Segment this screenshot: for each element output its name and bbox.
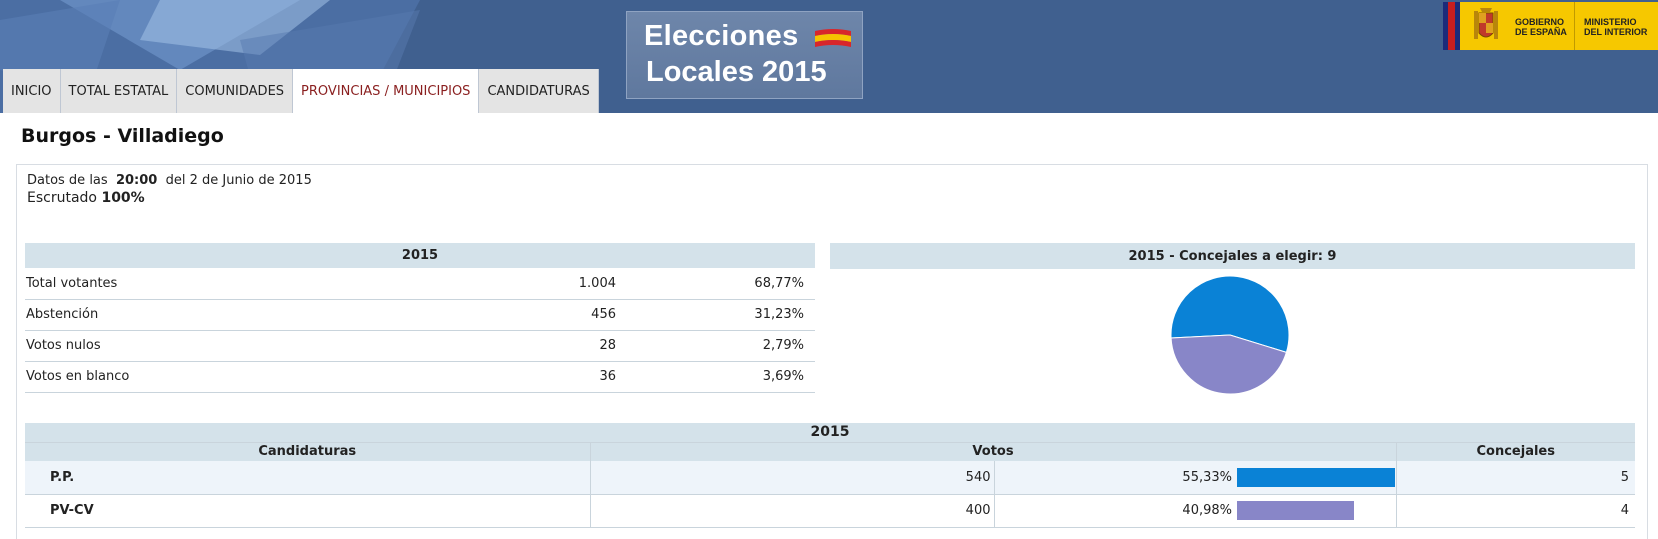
summary-row-total-votantes: Total votantes 1.004 68,77% — [25, 268, 815, 300]
scrutiny-value: 100% — [101, 190, 145, 206]
col-votos: Votos — [590, 441, 1397, 461]
scrutiny-label: Escrutado — [27, 190, 97, 206]
tab-inicio[interactable]: INICIO — [3, 69, 61, 113]
scrutiny-status: Escrutado 100% — [27, 190, 145, 206]
data-timestamp: Datos de las 20:00 del 2 de Junio de 201… — [27, 173, 312, 188]
pie-slice-pv-cv[interactable] — [1170, 334, 1288, 395]
summary-percent: 68,77% — [620, 268, 815, 300]
candidates-table: 2015 Candidaturas Votos Concejales P.P. … — [25, 423, 1635, 528]
col-candidaturas: Candidaturas — [25, 441, 591, 461]
logo-title-line2: Locales 2015 — [646, 56, 827, 88]
tab-provincias-municipios[interactable]: PROVINCIAS / MUNICIPIOS — [293, 69, 480, 113]
candidate-vote-bar — [1237, 467, 1395, 487]
summary-header-year: 2015 — [25, 243, 815, 268]
page-title: Burgos - Villadiego — [21, 125, 224, 147]
data-time: 20:00 — [115, 173, 158, 188]
data-date: del 2 de Junio de 2015 — [165, 173, 312, 188]
summary-percent: 31,23% — [620, 299, 815, 331]
coat-of-arms-icon — [1474, 8, 1498, 39]
candidate-concejales: 4 — [1396, 494, 1635, 528]
results-panel — [16, 164, 1648, 539]
ministerio-interior-text: MINISTERIO DEL INTERIOR — [1584, 17, 1648, 37]
tab-total-estatal[interactable]: TOTAL ESTATAL — [60, 69, 178, 113]
candidate-name: PV-CV — [25, 494, 591, 528]
candidate-votes: 400 — [590, 494, 995, 528]
gov-flag-stripe — [1443, 2, 1460, 50]
candidate-concejales: 5 — [1396, 461, 1635, 495]
summary-value: 1.004 — [405, 268, 620, 300]
summary-value: 456 — [405, 299, 620, 331]
table-row: P.P. 540 55,33% 5 — [25, 461, 1635, 495]
candidate-votes: 540 — [590, 461, 995, 495]
summary-row-votos-nulos: Votos nulos 28 2,79% — [25, 330, 815, 362]
summary-value: 28 — [405, 330, 620, 362]
gobierno-logo[interactable]: GOBIERNO DE ESPAÑA MINISTERIO DEL INTERI… — [1443, 2, 1658, 50]
summary-header-row: 2015 — [25, 243, 815, 268]
elecciones-logo[interactable]: Elecciones Locales 2015 — [626, 11, 863, 99]
spain-flag-icon — [815, 29, 851, 47]
table-row: PV-CV 400 40,98% 4 — [25, 494, 1635, 528]
concejales-pie-chart — [1170, 275, 1290, 395]
candidate-bar-cell — [1236, 461, 1397, 495]
summary-row-votos-blanco: Votos en blanco 36 3,69% — [25, 361, 815, 393]
summary-label: Abstención — [25, 299, 405, 331]
logo-title-line1: Elecciones — [644, 20, 799, 52]
summary-value: 36 — [405, 361, 620, 393]
participation-summary-table: 2015 Total votantes 1.004 68,77% Abstenc… — [25, 243, 815, 393]
site-header: Elecciones Locales 2015 GOBIERNO DE ESPA… — [0, 0, 1658, 113]
pie-slice-p-p[interactable] — [1170, 275, 1290, 354]
candidate-vote-bar — [1237, 501, 1354, 520]
main-nav-tabs: INICIO TOTAL ESTATAL COMUNIDADES PROVINC… — [3, 69, 599, 113]
candidate-bar-cell — [1236, 494, 1397, 528]
summary-row-abstencion: Abstención 456 31,23% — [25, 299, 815, 331]
gobierno-de-espana-text: GOBIERNO DE ESPAÑA — [1515, 17, 1567, 37]
col-concejales: Concejales — [1396, 441, 1635, 461]
summary-label: Total votantes — [25, 268, 405, 300]
summary-percent: 2,79% — [620, 330, 815, 362]
tab-comunidades[interactable]: COMUNIDADES — [177, 69, 294, 113]
candidate-name: P.P. — [25, 461, 591, 495]
tab-candidaturas[interactable]: CANDIDATURAS — [479, 69, 599, 113]
candidate-percent: 40,98% — [994, 494, 1236, 528]
summary-label: Votos nulos — [25, 330, 405, 362]
candidates-year-row: 2015 — [25, 423, 1635, 442]
candidate-percent: 55,33% — [994, 461, 1236, 495]
gov-logo-divider — [1574, 2, 1575, 50]
summary-percent: 3,69% — [620, 361, 815, 393]
summary-label: Votos en blanco — [25, 361, 405, 393]
candidates-year: 2015 — [25, 423, 1635, 442]
candidates-header-row: Candidaturas Votos Concejales — [25, 441, 1635, 461]
pie-chart-title: 2015 - Concejales a elegir: 9 — [830, 243, 1635, 269]
data-prefix: Datos de las — [27, 173, 108, 188]
